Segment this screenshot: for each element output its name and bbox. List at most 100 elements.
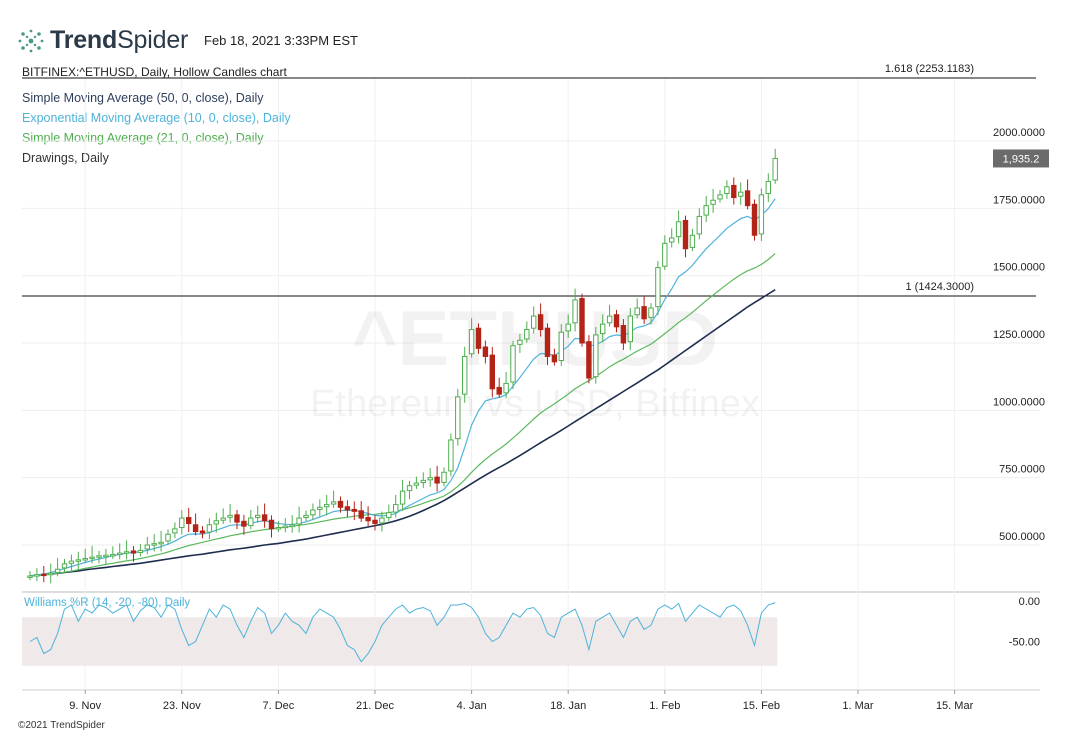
legend-ema10[interactable]: Exponential Moving Average (10, 0, close… xyxy=(22,111,291,125)
candle-body xyxy=(275,526,282,530)
candle-body xyxy=(199,530,206,534)
time-tick-label: 1. Feb xyxy=(649,700,680,712)
candle-body xyxy=(158,541,164,545)
candle-body xyxy=(462,355,468,395)
time-tick-label: 7. Dec xyxy=(263,700,295,712)
candle-body xyxy=(96,555,102,558)
candle-body xyxy=(489,354,496,390)
price-tick-label: 1500.0000 xyxy=(993,262,1045,274)
candle-body xyxy=(330,501,337,505)
candle-body xyxy=(662,242,668,267)
candle-body xyxy=(758,194,765,235)
brand-bold: Trend xyxy=(50,26,118,54)
price-tick-label: 750.0000 xyxy=(999,464,1045,476)
watermark-ticker: ^ETHUSD xyxy=(352,294,718,382)
price-axis[interactable]: 500.0000 750.0000 1000.0000 1250.0000 1500.0… xyxy=(993,127,1049,543)
brand-light: Spider xyxy=(117,26,189,54)
candle-body xyxy=(41,573,47,577)
watermark-name: Ethereum vs USD, Bitfinex xyxy=(310,383,760,425)
candle-body xyxy=(531,315,537,329)
candle-body xyxy=(130,550,137,554)
candle-body xyxy=(103,554,109,558)
candle-body xyxy=(261,514,268,522)
time-tick-label: 23. Nov xyxy=(163,700,201,712)
candle-body xyxy=(586,341,592,379)
williams-r-panel: Williams %R (14, -20, -80), Daily 0.00 -50… xyxy=(22,596,1040,666)
candle-body xyxy=(68,560,75,564)
candle-body xyxy=(627,315,633,343)
candle-body xyxy=(337,500,344,508)
candle-body xyxy=(220,517,226,521)
candle-body xyxy=(137,549,144,554)
candle-body xyxy=(365,517,371,522)
candle-body xyxy=(248,517,254,527)
last-price-badge xyxy=(993,149,1049,168)
price-tick-label: 500.0000 xyxy=(999,531,1045,543)
candle-body xyxy=(351,508,358,512)
price-tick-label: 1750.0000 xyxy=(993,194,1045,206)
legend-sma50[interactable]: Simple Moving Average (50, 0, close), Da… xyxy=(22,91,264,105)
watermark: ^ETHUSD Ethereum vs USD, Bitfinex xyxy=(310,294,760,425)
candle-body xyxy=(82,557,88,561)
candle-body xyxy=(268,519,275,530)
candle-body xyxy=(213,520,220,525)
candle-body xyxy=(282,525,289,529)
price-tick-label: 1250.0000 xyxy=(993,329,1045,341)
time-tick-label: 15. Feb xyxy=(743,700,780,712)
candle-body xyxy=(27,575,33,578)
candle-body xyxy=(772,157,778,181)
candle-body xyxy=(634,307,640,316)
candle-body xyxy=(192,524,199,533)
williams-label: Williams %R (14, -20, -80), Daily xyxy=(24,597,190,609)
candle-body xyxy=(689,234,696,248)
candle-body xyxy=(358,510,364,519)
candle-body xyxy=(537,314,544,331)
candle-body xyxy=(558,331,564,362)
candle-body xyxy=(227,514,233,518)
time-axis[interactable]: 9. Nov 23. Nov 7. Dec 21. Dec 4. Jan 18. Jan 1… xyxy=(69,690,974,712)
candle-body xyxy=(317,506,323,510)
candle-body xyxy=(61,563,68,569)
candle-body xyxy=(434,476,440,484)
candle-body xyxy=(517,339,523,345)
candle-body xyxy=(441,471,447,484)
candle-body xyxy=(565,323,571,332)
candle-body xyxy=(620,324,627,344)
chart-timestamp: Feb 18, 2021 3:33PM EST xyxy=(204,33,358,48)
time-tick-label: 18. Jan xyxy=(550,700,586,712)
candle-body xyxy=(144,544,151,550)
legend-drawings[interactable]: Drawings, Daily xyxy=(22,151,109,165)
candle-body xyxy=(655,267,661,308)
price-gridlines xyxy=(22,78,1040,691)
candle-body xyxy=(600,323,606,335)
candle-body xyxy=(75,559,81,562)
candle-body xyxy=(165,533,171,542)
copyright: ©2021 TrendSpider xyxy=(18,720,105,731)
candle-body xyxy=(482,346,489,357)
candle-body xyxy=(744,190,751,207)
candle-body xyxy=(475,327,482,349)
williams-line xyxy=(29,602,776,663)
time-tick-label: 15. Mar xyxy=(936,700,974,712)
fibonacci-levels[interactable]: 1.618 (2253.1183) 1 (1424.3000) xyxy=(22,63,1036,297)
price-tick-label: 1000.0000 xyxy=(993,396,1045,408)
candle-body xyxy=(455,396,461,440)
candle-body xyxy=(406,485,413,492)
sma50-line xyxy=(29,289,776,577)
candle-body xyxy=(186,517,192,524)
candle-body xyxy=(393,504,399,513)
candle-body xyxy=(48,572,54,576)
candle-body xyxy=(310,509,316,516)
candle-body xyxy=(675,221,682,238)
candle-body xyxy=(448,439,454,472)
time-tick-label: 1. Mar xyxy=(842,700,874,712)
spider-icon xyxy=(18,29,44,52)
candle-body xyxy=(344,506,351,511)
candle-body xyxy=(172,528,178,534)
candle-body xyxy=(606,315,613,324)
candle-body xyxy=(206,524,213,533)
candle-body xyxy=(123,551,130,554)
candle-body xyxy=(544,327,551,357)
candle-body xyxy=(731,184,737,199)
